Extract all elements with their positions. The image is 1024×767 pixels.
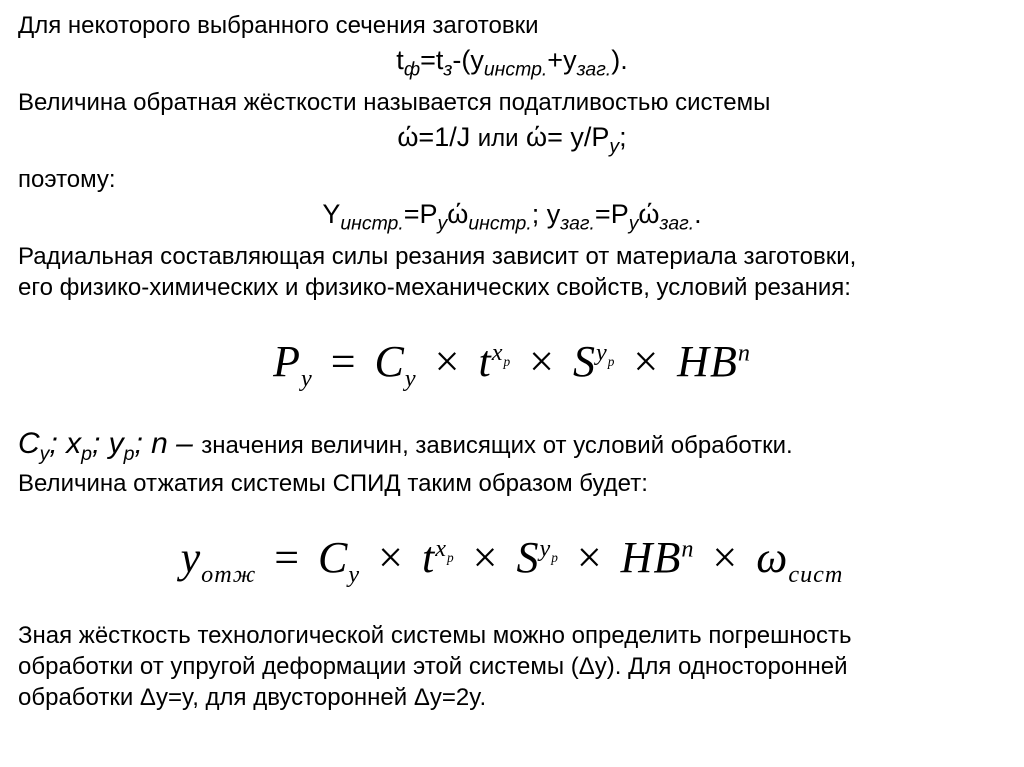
equation-3: Yинстр.=Pyώинстр.; yзаг.=Pyώзаг.. [18,197,1006,237]
eq3-w: ώ [447,199,468,229]
eq2-end: ; [619,122,627,152]
m1-Sexp: yp [596,339,615,366]
eq3-ws2: заг. [660,212,695,234]
eq1-eq: =t [420,45,443,75]
eq3-ps2: y [629,212,639,234]
m1-x3: × [615,337,677,386]
m2-y: y [181,533,202,582]
m1-x2: × [511,337,573,386]
eq3-eqP2: =P [595,199,629,229]
eq2-bsub: y [609,135,619,157]
m2-HBexp: n [681,535,694,562]
m2-C: C [318,533,348,582]
m2-eq: = [256,533,318,582]
def-x: x [66,427,81,460]
def-dash: – [168,427,201,460]
m2-texp: xp [435,535,454,562]
text-line-2: Величина обратная жёсткости называется п… [18,87,1006,118]
text-line-5: значения величин, зависящих от условий о… [201,432,793,459]
eq3-end: . [694,199,702,229]
m2-x4: × [694,533,756,582]
def-C: C [18,427,40,460]
m2-w: ω [756,533,788,582]
m1-HB: HB [677,337,738,386]
m1-Psub: y [301,365,313,392]
eq1-t: t [396,45,404,75]
eq3-sep: ; [532,199,547,229]
m2-t: t [422,533,435,582]
definitions-line: Cy; xp; yp; n – значения величин, завися… [18,424,1006,467]
m1-x1: × [417,337,479,386]
m2-HB: HB [621,533,682,582]
m2-S: S [516,533,539,582]
text-line-4b: его физико-химических и физико-механичес… [18,272,1006,303]
m2-Sexp-v: y [539,535,551,562]
eq1-mid: -(y [452,45,483,75]
m1-P: P [273,337,301,386]
equation-2: ώ=1/J или ώ= y/Py; [18,120,1006,160]
m1-texp-s: p [503,354,511,369]
m1-eq: = [313,337,375,386]
text-line-4a: Радиальная составляющая силы резания зав… [18,241,1006,272]
m2-wsub: сист [788,560,843,587]
eq3-eqP: =P [404,199,438,229]
def-n: n [151,427,168,460]
m1-S: S [573,337,596,386]
m1-Csub: y [405,365,417,392]
m1-t: t [478,337,491,386]
m2-x2: × [455,533,517,582]
eq3-w2: ώ [638,199,659,229]
eq2-or: или [478,125,519,152]
text-line-1: Для некоторого выбранного сечения загото… [18,10,1006,41]
eq3-s2: заг. [560,212,595,234]
m2-Sexp-s: p [551,550,559,565]
document-page: Для некоторого выбранного сечения загото… [0,0,1024,714]
eq3-Y: Y [322,199,340,229]
text-line-7b: обработки от упругой деформации этой сис… [18,651,1006,682]
m1-texp: xp [492,339,511,366]
m2-ysub: отж [201,560,256,587]
m2-x1: × [360,533,422,582]
m2-texp-s: p [447,550,455,565]
def-ys: p [124,443,135,465]
m2-x3: × [559,533,621,582]
m1-HBexp: n [738,339,751,366]
m1-Sexp-v: y [596,339,608,366]
eq1-end: ). [611,45,628,75]
def-y: y [109,427,124,460]
m2-texp-v: x [435,535,447,562]
def-xs: p [81,443,92,465]
eq3-s1: инстр. [340,212,403,234]
m2-Sexp: yp [539,535,558,562]
eq1-sub-instr: инстр. [484,59,547,81]
eq1-plus: +y [547,45,576,75]
def-Cs: y [40,443,50,465]
formula-yotzh: yотж = Cy × txp × Syp × HBn × ωсист [18,529,1006,590]
m2-Csub: y [348,560,360,587]
eq3-ps1: y [438,212,448,234]
eq1-sub-f: ф [404,59,420,81]
def-lead: Cy; xp; yp; n – [18,427,201,460]
text-line-7c: обработки Δy=y, для двусторонней Δy=2y. [18,682,1006,713]
m1-texp-v: x [492,339,504,366]
m1-C: C [375,337,405,386]
eq3-ws1: инстр. [468,212,531,234]
text-line-7a: Зная жёсткость технологической системы м… [18,620,1006,651]
formula-py: Py = Cy × txp × Syp × HBn [18,333,1006,394]
equation-1: tф=tз-(yинстр.+yзаг.). [18,43,1006,83]
eq3-y2: y [547,199,561,229]
eq2-b: ώ= y/P [519,122,610,152]
text-line-3: поэтому: [18,164,1006,195]
eq1-sub-zag: заг. [577,59,612,81]
text-line-6: Величина отжатия системы СПИД таким обра… [18,468,1006,499]
eq2-a: ώ=1/J [397,122,477,152]
